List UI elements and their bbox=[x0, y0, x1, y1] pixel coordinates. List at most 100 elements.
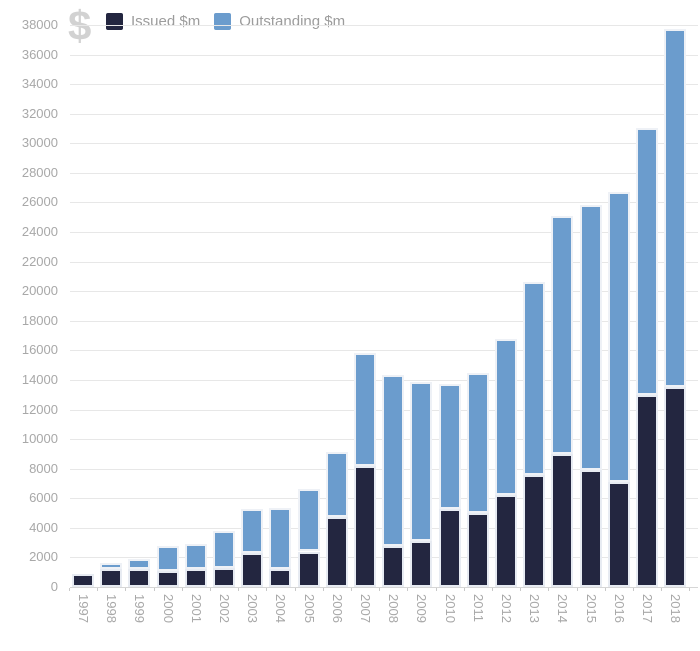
x-axis-label-2015: 2015 bbox=[583, 594, 599, 623]
y-axis-label-22000: 22000 bbox=[21, 253, 58, 269]
y-axis-label-30000: 30000 bbox=[21, 135, 58, 151]
legend: Issued $m Outstanding $m bbox=[106, 13, 345, 30]
x-axis-tick bbox=[491, 588, 493, 591]
bar-outstanding-2014 bbox=[551, 215, 574, 454]
x-axis-tick bbox=[435, 588, 437, 591]
y-axis-label-6000: 6000 bbox=[29, 490, 58, 506]
gridline-0 bbox=[70, 587, 698, 588]
x-axis-tick bbox=[661, 588, 663, 591]
y-axis-label-16000: 16000 bbox=[21, 342, 58, 358]
x-axis-label-2007: 2007 bbox=[358, 594, 373, 623]
bar-issued-2017 bbox=[636, 394, 658, 587]
bar-outstanding-2005 bbox=[297, 488, 320, 552]
x-axis-tick bbox=[238, 588, 240, 591]
y-axis-label-8000: 8000 bbox=[29, 460, 58, 476]
x-axis-tick bbox=[576, 588, 578, 591]
outstanding-swatch-icon bbox=[214, 13, 232, 30]
bar-issued-2006 bbox=[325, 517, 348, 587]
bar-outstanding-2009 bbox=[410, 382, 433, 542]
gridline-34000 bbox=[70, 84, 698, 86]
bar-issued-2000 bbox=[156, 570, 179, 587]
legend-item-issued[interactable]: Issued $m bbox=[106, 13, 200, 30]
x-axis-tick bbox=[266, 588, 268, 591]
x-axis-tick bbox=[379, 588, 381, 591]
x-axis-label-2006: 2006 bbox=[329, 594, 345, 623]
y-axis-label-18000: 18000 bbox=[21, 312, 58, 328]
legend-item-outstanding[interactable]: Outstanding $m bbox=[214, 13, 345, 30]
x-axis-label-2001: 2001 bbox=[188, 594, 204, 623]
gridline-16000 bbox=[70, 350, 698, 352]
x-axis-label-2004: 2004 bbox=[273, 594, 289, 623]
y-axis-label-10000: 10000 bbox=[21, 431, 58, 447]
bar-issued-2014 bbox=[551, 453, 574, 587]
x-axis-label-2012: 2012 bbox=[499, 594, 514, 623]
gridline-20000 bbox=[70, 291, 698, 293]
bar-outstanding-2015 bbox=[579, 204, 602, 471]
bar-outstanding-2002 bbox=[213, 530, 235, 568]
bar-issued-2002 bbox=[213, 567, 235, 587]
x-axis-tick bbox=[463, 588, 465, 591]
y-axis-label-28000: 28000 bbox=[21, 164, 58, 180]
legend-label-issued: Issued $m bbox=[131, 13, 201, 30]
x-axis-label-2002: 2002 bbox=[217, 594, 232, 623]
y-axis-label-24000: 24000 bbox=[21, 224, 58, 240]
bar-outstanding-2000 bbox=[156, 545, 179, 571]
y-axis-label-4000: 4000 bbox=[29, 519, 58, 535]
dollar-icon: $ bbox=[68, 2, 92, 49]
x-axis-tick bbox=[181, 588, 183, 591]
bar-outstanding-2016 bbox=[607, 192, 630, 482]
gridline-38000 bbox=[70, 25, 698, 26]
bar-outstanding-2013 bbox=[523, 282, 546, 475]
x-axis-label-2009: 2009 bbox=[414, 594, 430, 623]
x-axis-tick bbox=[604, 588, 606, 591]
bar-issued-2001 bbox=[184, 569, 207, 587]
x-axis-tick bbox=[97, 588, 99, 591]
y-axis-label-20000: 20000 bbox=[21, 283, 58, 299]
x-axis-tick bbox=[125, 588, 127, 591]
x-axis-label-2000: 2000 bbox=[160, 594, 176, 623]
x-axis-label-2010: 2010 bbox=[442, 594, 458, 623]
bar-issued-2007 bbox=[354, 465, 376, 587]
x-axis-label-1999: 1999 bbox=[132, 594, 148, 623]
bar-issued-2018 bbox=[664, 387, 687, 587]
gridline-22000 bbox=[70, 261, 698, 263]
bar-issued-2009 bbox=[410, 541, 433, 587]
y-axis-label-34000: 34000 bbox=[21, 76, 58, 92]
y-axis-label-0: 0 bbox=[50, 579, 58, 594]
bar-issued-1998 bbox=[100, 569, 123, 587]
x-axis-label-1997: 1997 bbox=[76, 594, 91, 623]
bar-outstanding-2011 bbox=[466, 373, 489, 514]
bar-outstanding-2008 bbox=[382, 374, 405, 546]
x-axis-tick bbox=[350, 588, 352, 591]
y-axis-label-12000: 12000 bbox=[21, 401, 58, 417]
bar-outstanding-2007 bbox=[354, 352, 376, 466]
x-axis-label-2003: 2003 bbox=[245, 594, 261, 623]
y-axis-label-26000: 26000 bbox=[21, 194, 58, 210]
gridline-24000 bbox=[70, 232, 698, 234]
y-axis-label-38000: 38000 bbox=[21, 17, 58, 32]
bar-outstanding-2018 bbox=[664, 29, 687, 388]
bar-issued-1999 bbox=[128, 568, 151, 587]
issued-swatch-icon bbox=[106, 13, 123, 30]
y-axis-label-36000: 36000 bbox=[21, 46, 58, 62]
y-axis-label-32000: 32000 bbox=[21, 105, 58, 121]
bar-outstanding-1999 bbox=[128, 558, 151, 569]
x-axis-tick bbox=[153, 588, 155, 591]
gridline-26000 bbox=[70, 202, 698, 204]
x-axis-tick bbox=[209, 588, 211, 591]
x-axis-tick bbox=[520, 588, 522, 591]
x-axis-label-2016: 2016 bbox=[611, 594, 627, 623]
bar-outstanding-2010 bbox=[438, 383, 461, 509]
bar-issued-2012 bbox=[495, 495, 517, 587]
bar-outstanding-2001 bbox=[184, 544, 207, 570]
gridline-30000 bbox=[70, 143, 698, 145]
bar-outstanding-2004 bbox=[269, 507, 292, 570]
bar-issued-2013 bbox=[523, 474, 546, 587]
x-axis-label-2005: 2005 bbox=[301, 594, 317, 623]
x-axis-label-2014: 2014 bbox=[555, 594, 571, 623]
bar-issued-2004 bbox=[269, 569, 292, 587]
x-axis-label-2011: 2011 bbox=[470, 594, 486, 622]
bar-issued-2016 bbox=[607, 481, 630, 587]
x-axis-label-1998: 1998 bbox=[104, 594, 120, 623]
